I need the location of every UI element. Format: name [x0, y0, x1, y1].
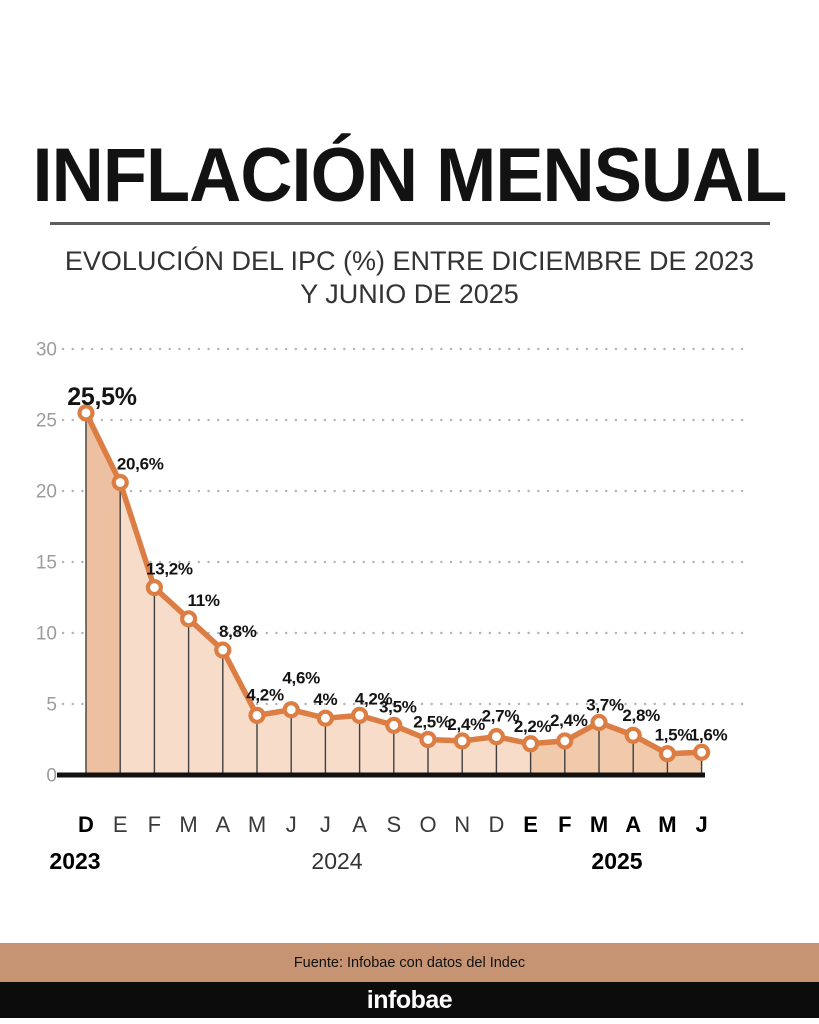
- month-label: E: [523, 812, 538, 837]
- data-point: [351, 706, 369, 724]
- month-label: J: [286, 812, 297, 837]
- data-label: 1,6%: [690, 725, 728, 744]
- data-point: [692, 743, 711, 761]
- data-label: 4,2%: [355, 689, 393, 708]
- month-label: A: [352, 812, 367, 837]
- year-label: 2025: [591, 848, 642, 874]
- data-label: 8,8%: [219, 622, 257, 641]
- infobae-logo: infobae: [366, 985, 453, 1014]
- data-point: [590, 713, 608, 732]
- year-label: 2023: [49, 848, 100, 874]
- data-point: [624, 726, 642, 744]
- brand-band: infobae: [0, 982, 819, 1018]
- y-tick-label: 5: [46, 695, 57, 716]
- month-label: J: [320, 812, 331, 837]
- header: INFLACIÓN MENSUAL EVOLUCIÓN DEL IPC (%) …: [0, 133, 819, 311]
- data-point: [77, 404, 95, 422]
- subtitle-line-2: Y JUNIO DE 2025: [300, 278, 519, 309]
- month-label: M: [248, 812, 266, 837]
- y-tick-label: 15: [36, 553, 57, 574]
- data-point: [521, 735, 540, 753]
- data-point: [214, 641, 232, 659]
- month-label: D: [78, 812, 94, 837]
- month-label: M: [658, 812, 676, 837]
- data-label: 2,4%: [550, 711, 588, 730]
- data-point: [385, 716, 403, 734]
- data-point: [111, 473, 129, 492]
- data-point: [316, 709, 334, 727]
- data-point: [487, 728, 505, 746]
- data-label: 2,5%: [413, 713, 451, 732]
- data-label: 4%: [313, 690, 337, 709]
- month-label: M: [179, 812, 197, 837]
- data-point: [282, 701, 300, 719]
- data-label: 25,5%: [67, 383, 136, 411]
- data-point: [248, 706, 266, 724]
- data-point: [453, 732, 471, 750]
- data-label: 4,6%: [282, 669, 320, 688]
- area-fill: [86, 412, 121, 775]
- data-label: 2,7%: [482, 707, 520, 726]
- y-tick-label: 10: [36, 624, 57, 645]
- data-point: [145, 578, 163, 597]
- area-fill: [530, 722, 702, 775]
- month-label: S: [386, 812, 401, 837]
- month-label: O: [419, 812, 436, 837]
- month-label: N: [454, 812, 470, 837]
- month-label: A: [625, 812, 641, 837]
- data-label: 3,7%: [586, 695, 624, 714]
- month-label: A: [215, 812, 230, 837]
- data-label: 4,2%: [246, 685, 284, 704]
- y-tick-label: 0: [46, 766, 57, 787]
- data-label: 11%: [188, 591, 220, 610]
- y-tick-label: 25: [36, 411, 57, 432]
- title-divider: [49, 222, 770, 225]
- y-tick-label: 30: [36, 340, 57, 361]
- month-label: M: [590, 812, 608, 837]
- subtitle-line-1: EVOLUCIÓN DEL IPC (%) ENTRE DICIEMBRE DE…: [64, 245, 755, 276]
- data-point: [419, 730, 437, 749]
- chart-subtitle: EVOLUCIÓN DEL IPC (%) ENTRE DICIEMBRE DE…: [0, 245, 819, 311]
- page-title: INFLACIÓN MENSUAL: [32, 133, 788, 218]
- source-band: Fuente: Infobae con datos del Indec: [0, 943, 819, 982]
- data-point: [180, 610, 198, 628]
- year-label: 2024: [311, 848, 362, 874]
- month-label: D: [488, 812, 504, 837]
- month-label: F: [558, 812, 571, 837]
- source-text: Fuente: Infobae con datos del Indec: [293, 954, 526, 971]
- month-label: F: [148, 812, 161, 837]
- month-label: J: [695, 812, 707, 837]
- data-label: 2,8%: [622, 706, 660, 725]
- data-point: [658, 745, 677, 763]
- data-label: 2,4%: [447, 715, 485, 734]
- data-label: 20,6%: [117, 454, 164, 473]
- data-label: 13,2%: [146, 560, 193, 579]
- data-label: 3,5%: [379, 697, 417, 716]
- month-label: E: [113, 812, 128, 837]
- data-label: 2,2%: [514, 717, 552, 736]
- data-point: [556, 732, 574, 750]
- y-tick-label: 20: [36, 482, 57, 503]
- data-label: 1,5%: [655, 726, 693, 745]
